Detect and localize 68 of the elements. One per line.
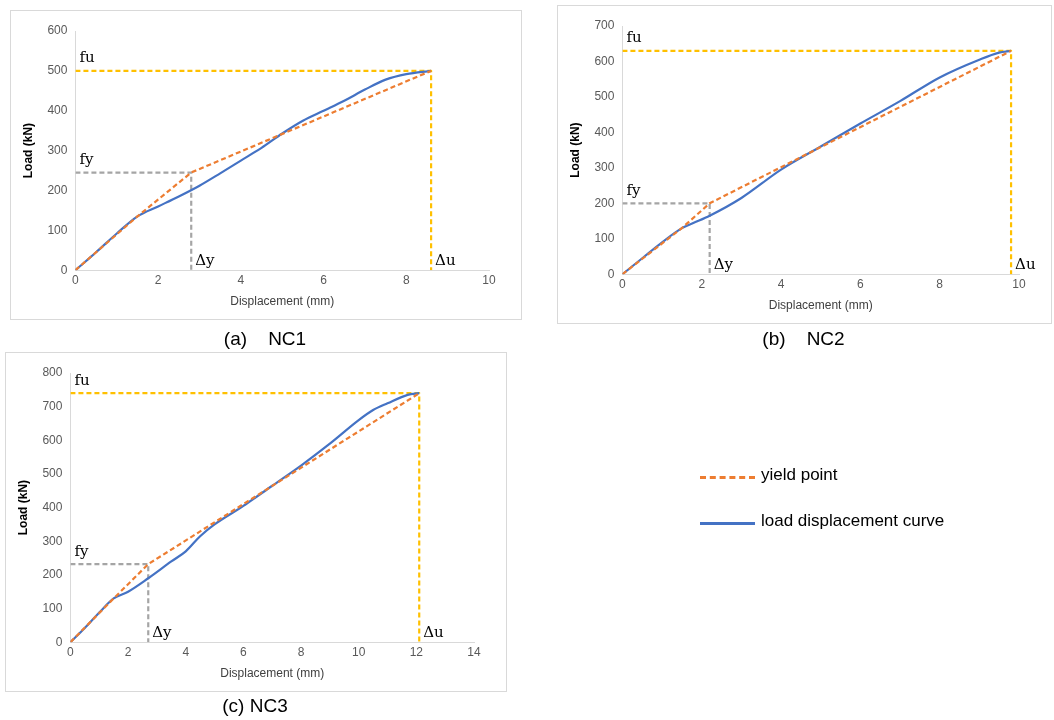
annotation: Δy bbox=[152, 622, 173, 641]
legend-label: load displacement curve bbox=[761, 511, 946, 531]
y-tick-label: 500 bbox=[594, 89, 615, 104]
x-tick-label: 14 bbox=[467, 644, 481, 659]
x-tick-label: 2 bbox=[124, 644, 132, 659]
x-tick-label: 10 bbox=[1012, 276, 1026, 291]
y-tick-label: 400 bbox=[42, 499, 63, 514]
y-tick-label: 800 bbox=[42, 365, 63, 380]
x-tick-label: 4 bbox=[182, 644, 190, 659]
x-tick-label: 6 bbox=[857, 276, 865, 291]
y-tick-label: 200 bbox=[594, 195, 615, 210]
x-tick-label: 10 bbox=[352, 644, 366, 659]
annotation: fu bbox=[626, 28, 642, 47]
y-tick-label: 200 bbox=[42, 567, 63, 582]
y-tick-label: 400 bbox=[47, 103, 68, 118]
y-tick-label: 100 bbox=[42, 600, 63, 615]
x-tick-label: 2 bbox=[154, 272, 162, 287]
x-axis-title: Displacement (mm) bbox=[220, 666, 325, 681]
annotation: fu bbox=[74, 370, 90, 389]
line-series bbox=[75, 69, 433, 271]
x-tick-label: 2 bbox=[698, 276, 706, 291]
y-axis-title: Load (kN) bbox=[20, 122, 35, 179]
x-tick-label: 0 bbox=[72, 272, 80, 287]
x-tick-label: 6 bbox=[240, 644, 248, 659]
text: (c) NC3 bbox=[221, 695, 289, 717]
line-series bbox=[622, 49, 1013, 275]
y-tick-label: 500 bbox=[42, 466, 63, 481]
annotation: fu bbox=[79, 48, 95, 67]
y-tick-label: 200 bbox=[47, 182, 68, 197]
y-tick-label: 100 bbox=[594, 231, 615, 246]
y-tick-label: 100 bbox=[47, 222, 68, 237]
annotation: Δy bbox=[195, 250, 216, 269]
y-tick-label: 300 bbox=[594, 160, 615, 175]
y-tick-label: 300 bbox=[47, 142, 68, 157]
x-axis-title: Displacement (mm) bbox=[230, 294, 335, 309]
annotation: Δu bbox=[423, 622, 445, 641]
x-tick-label: 8 bbox=[936, 276, 944, 291]
y-tick-label: 700 bbox=[594, 18, 615, 33]
annotation: Δu bbox=[435, 250, 456, 269]
x-tick-label: 6 bbox=[320, 272, 328, 287]
x-tick-label: 8 bbox=[402, 272, 410, 287]
text: (a) NC1 bbox=[222, 328, 308, 350]
y-tick-label: 600 bbox=[47, 23, 68, 38]
annotation: fy bbox=[74, 541, 89, 560]
x-tick-label: 10 bbox=[482, 272, 496, 287]
x-tick-label: 12 bbox=[409, 644, 424, 659]
annotation: fy bbox=[79, 149, 94, 168]
x-axis-title: Displacement (mm) bbox=[768, 298, 873, 313]
annotation: Δy bbox=[713, 254, 734, 273]
annotation: Δu bbox=[1015, 254, 1036, 273]
text: (b) NC2 bbox=[761, 328, 846, 350]
x-tick-label: 4 bbox=[777, 276, 785, 291]
line-series bbox=[70, 392, 421, 643]
legend-label: yield point bbox=[761, 465, 839, 485]
y-axis-title: Load (kN) bbox=[567, 122, 582, 178]
y-tick-label: 600 bbox=[42, 432, 63, 447]
annotation: fy bbox=[626, 180, 641, 199]
y-tick-label: 600 bbox=[594, 53, 615, 68]
y-tick-label: 700 bbox=[42, 398, 63, 413]
x-tick-label: 4 bbox=[237, 272, 245, 287]
y-tick-label: 0 bbox=[55, 634, 63, 649]
x-tick-label: 0 bbox=[619, 276, 627, 291]
x-tick-label: 8 bbox=[297, 644, 305, 659]
y-tick-label: 300 bbox=[42, 533, 63, 548]
y-tick-label: 0 bbox=[60, 262, 68, 277]
y-axis-title: Load (kN) bbox=[15, 479, 30, 536]
y-tick-label: 500 bbox=[47, 63, 68, 78]
y-tick-label: 400 bbox=[594, 124, 615, 139]
